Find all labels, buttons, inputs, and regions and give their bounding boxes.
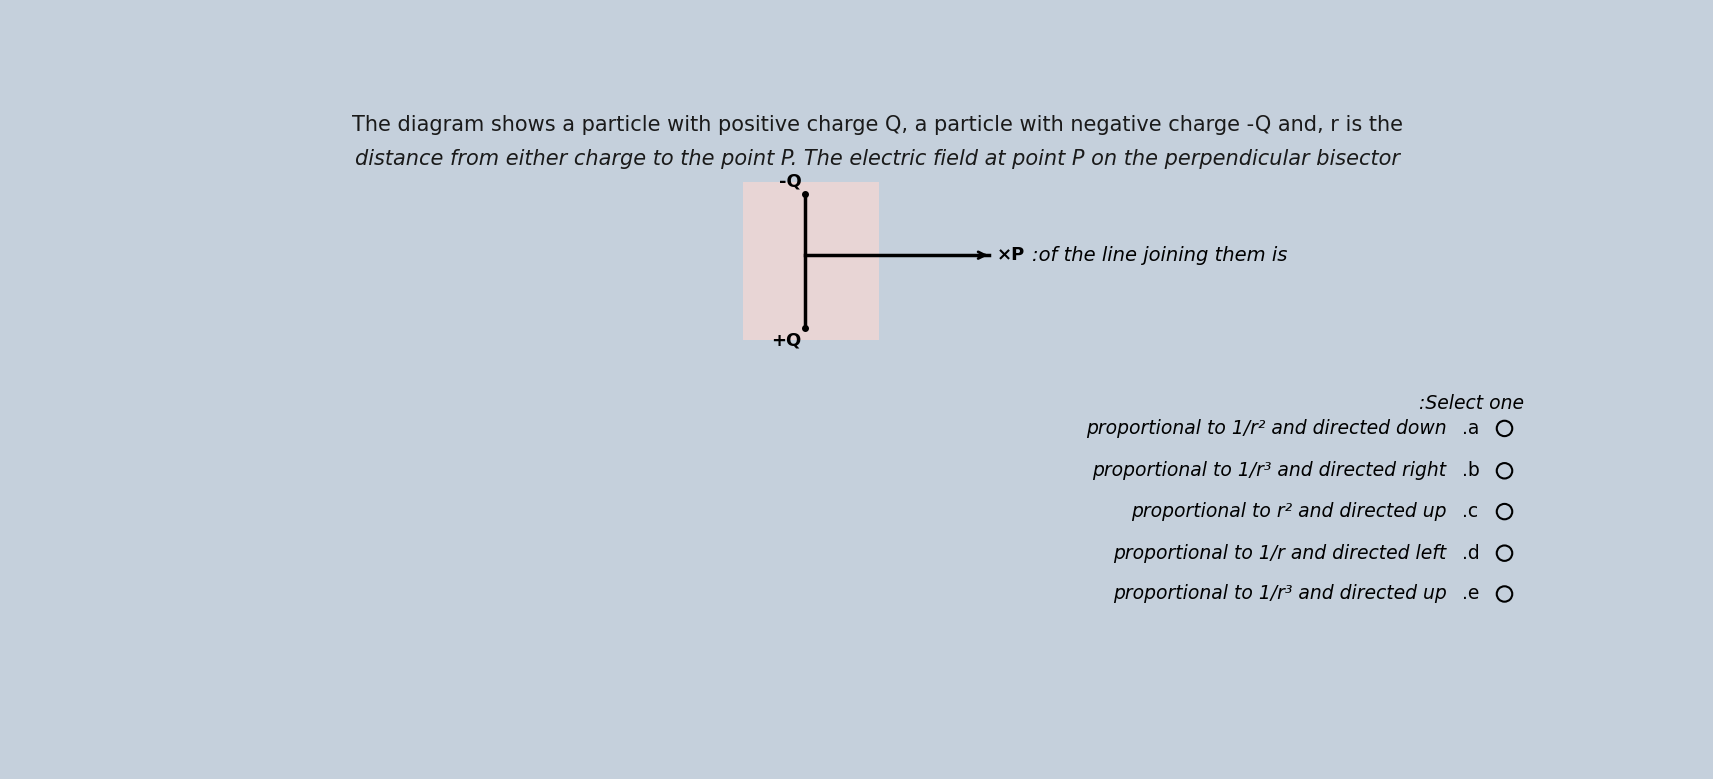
Text: :Select one: :Select one [1418, 393, 1525, 413]
Text: .e: .e [1461, 584, 1480, 604]
Text: The diagram shows a particle with positive charge Q, a particle with negative ch: The diagram shows a particle with positi… [353, 115, 1403, 135]
Bar [743, 182, 879, 340]
Text: .a: .a [1461, 419, 1480, 438]
Text: ×P: ×P [997, 246, 1024, 264]
Text: .c: .c [1461, 502, 1478, 521]
Text: proportional to 1/r³ and directed right: proportional to 1/r³ and directed right [1093, 461, 1446, 481]
Text: proportional to r² and directed up: proportional to r² and directed up [1131, 502, 1446, 521]
Text: .b: .b [1461, 461, 1480, 481]
Text: .d: .d [1461, 544, 1480, 562]
Text: :of the line joining them is: :of the line joining them is [1031, 245, 1286, 265]
Text: +Q: +Q [771, 331, 802, 350]
Text: proportional to 1/r³ and directed up: proportional to 1/r³ and directed up [1113, 584, 1446, 604]
Text: proportional to 1/r and directed left: proportional to 1/r and directed left [1113, 544, 1446, 562]
Text: distance from either charge to the point P. The electric field at point P on the: distance from either charge to the point… [355, 149, 1400, 169]
Text: -Q: -Q [779, 172, 802, 191]
Text: proportional to 1/r² and directed down: proportional to 1/r² and directed down [1086, 419, 1446, 438]
